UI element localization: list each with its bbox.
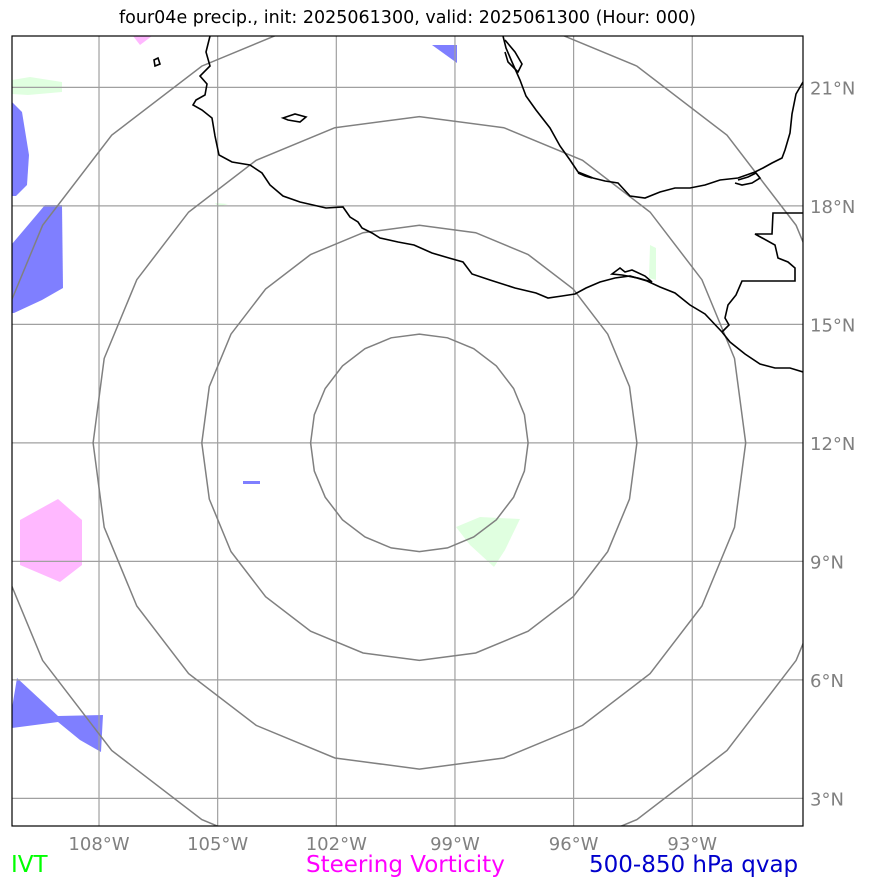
qvap-shade bbox=[12, 678, 103, 752]
latitude-labels: 21°N 18°N 15°N 12°N 9°N 6°N 3°N bbox=[810, 78, 855, 810]
ivt-shade bbox=[12, 77, 62, 95]
coastline-segment bbox=[609, 266, 653, 283]
lon-tick-label: 102°W bbox=[306, 834, 367, 855]
coastline-segment bbox=[191, 36, 803, 373]
range-ring bbox=[309, 333, 529, 553]
lon-tick-label: 99°W bbox=[430, 834, 480, 855]
legend-steering-vorticity: Steering Vorticity bbox=[306, 852, 505, 878]
coastline bbox=[153, 36, 803, 373]
coastline-segment bbox=[153, 56, 161, 68]
range-ring bbox=[92, 115, 747, 770]
ivt-shade bbox=[456, 517, 520, 567]
legend-qvap: 500-850 hPa qvap bbox=[589, 852, 799, 878]
map-frame bbox=[11, 35, 804, 827]
vorticity-shade bbox=[133, 36, 152, 45]
coastline-segment bbox=[280, 113, 308, 123]
vorticity-shade bbox=[20, 499, 82, 582]
lon-tick-label: 93°W bbox=[667, 834, 717, 855]
lon-tick-label: 105°W bbox=[187, 834, 248, 855]
range-rings bbox=[12, 36, 803, 826]
lon-tick-label: 108°W bbox=[68, 834, 129, 855]
lat-tick-label: 6°N bbox=[810, 671, 844, 692]
qvap-shade bbox=[12, 205, 63, 313]
range-ring bbox=[12, 36, 803, 826]
coastline-segment bbox=[721, 212, 803, 333]
ivt-shade bbox=[649, 245, 656, 280]
range-ring bbox=[201, 224, 638, 662]
lat-tick-label: 21°N bbox=[810, 78, 855, 99]
lat-tick-label: 9°N bbox=[810, 552, 844, 573]
coastline-segment bbox=[577, 172, 593, 179]
coastline-segment bbox=[504, 39, 523, 74]
lat-tick-label: 15°N bbox=[810, 315, 855, 336]
coastline-segment bbox=[502, 36, 803, 199]
lat-tick-label: 3°N bbox=[810, 789, 844, 810]
longitude-labels: 108°W 105°W 102°W 99°W 96°W 93°W bbox=[68, 834, 717, 855]
coastline-segment bbox=[734, 171, 762, 186]
qvap-shade bbox=[12, 102, 29, 196]
gridlines bbox=[12, 36, 803, 826]
legend-ivt: IVT bbox=[11, 852, 48, 878]
lon-tick-label: 96°W bbox=[549, 834, 599, 855]
qvap-shade bbox=[243, 481, 260, 484]
map-title: four04e precip., init: 2025061300, valid… bbox=[119, 8, 696, 28]
lat-tick-label: 12°N bbox=[810, 434, 855, 455]
qvap-shade bbox=[432, 45, 457, 63]
lat-tick-label: 18°N bbox=[810, 197, 855, 218]
